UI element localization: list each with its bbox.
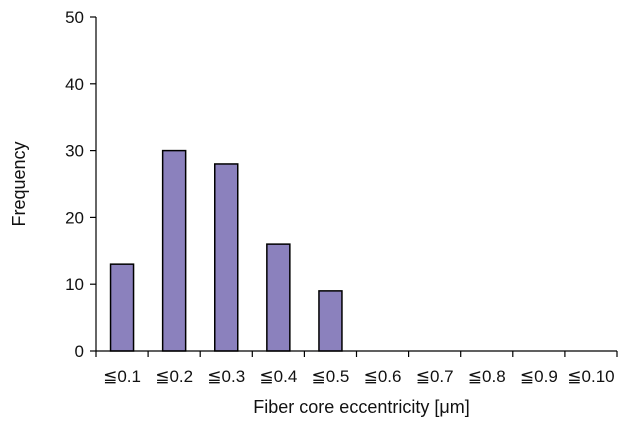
- bars: [109, 149, 343, 352]
- x-axis-title: Fiber core eccentricity [μm]: [253, 397, 469, 417]
- bar: [109, 263, 135, 352]
- y-tick-label: 20: [65, 208, 84, 227]
- bar: [214, 163, 239, 352]
- x-tick-label: ≦0.1: [103, 367, 141, 386]
- y-tick-label: 10: [65, 275, 84, 294]
- x-tick-label: ≦0.8: [468, 367, 506, 386]
- y-tick-label: 50: [65, 8, 84, 27]
- x-tick-label: ≦0.7: [416, 367, 454, 386]
- x-tick-label: ≦0.9: [520, 367, 558, 386]
- x-tick-label: ≦0.6: [364, 367, 402, 386]
- bar: [318, 290, 343, 352]
- y-tick-label: 0: [75, 342, 84, 361]
- bar: [266, 243, 291, 352]
- y-tick-label: 40: [65, 75, 84, 94]
- y-axis-ticks: 0 10 20 30 40 50: [65, 8, 96, 361]
- x-tick-label: ≦0.5: [312, 367, 350, 386]
- x-tick-label: ≦0.4: [259, 367, 297, 386]
- x-tick-label: ≦0.2: [155, 367, 193, 386]
- x-tick-label: ≦0.3: [207, 367, 245, 386]
- bar: [161, 149, 187, 352]
- y-axis-title: Frequency: [9, 141, 29, 226]
- x-axis-ticks: ≦0.1 ≦0.2 ≦0.3 ≦0.4 ≦0.5 ≦0.6 ≦0.7 ≦0.8 ≦0.9 ≦0.1…: [95, 351, 618, 386]
- y-tick-label: 30: [65, 142, 84, 161]
- x-tick-label: ≦0.10: [567, 367, 614, 386]
